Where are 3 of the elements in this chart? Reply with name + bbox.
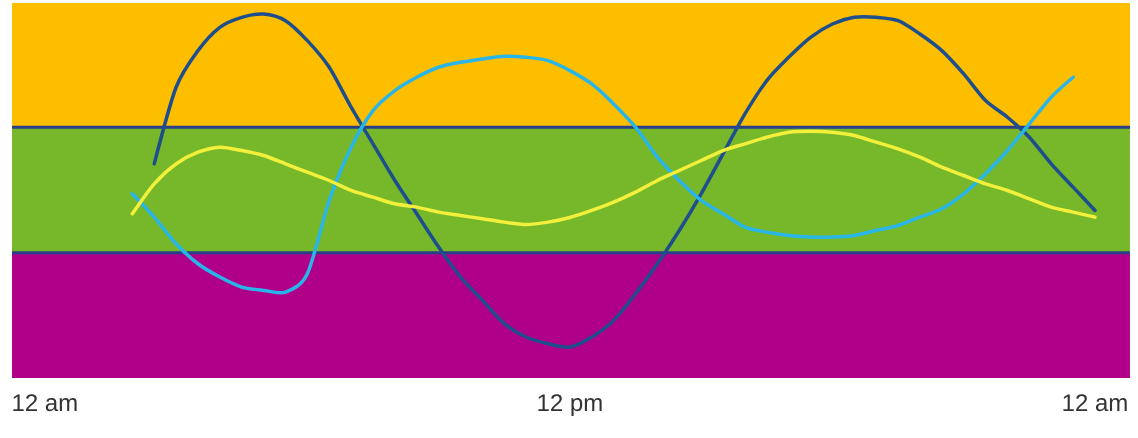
x-tick-label: 12 am [1063,394,1127,412]
x-tick-label: 12 am [13,394,77,412]
x-tick-label: 12 pm [538,394,602,416]
